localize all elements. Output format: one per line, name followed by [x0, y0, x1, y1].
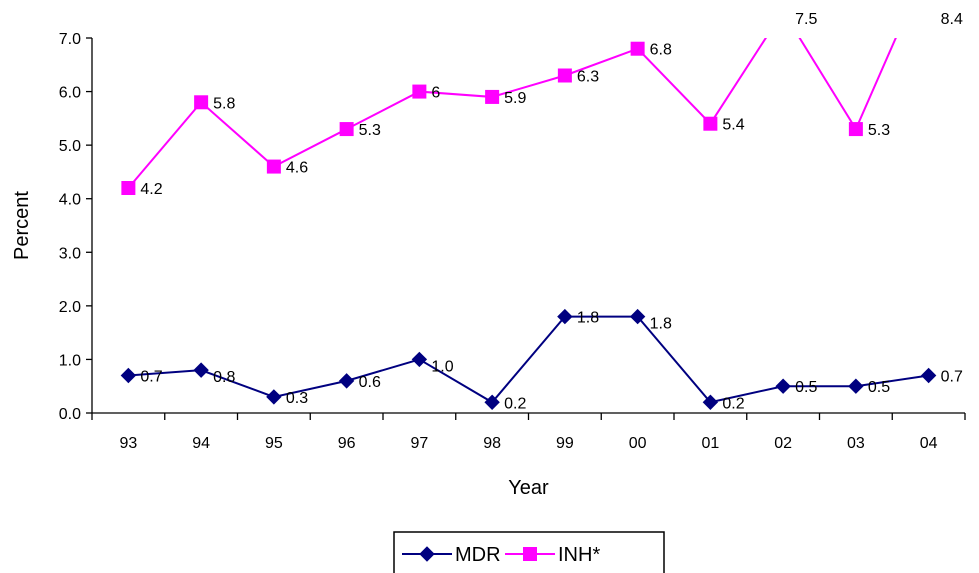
data-label-mdr: 0.8 — [213, 369, 235, 386]
data-point-inh — [630, 41, 645, 56]
series-line-mdr — [128, 315, 929, 404]
data-point-inh — [485, 89, 500, 104]
series-layer — [120, 5, 937, 410]
data-label-mdr: 0.5 — [795, 379, 817, 396]
y-tick-label: 4.0 — [59, 192, 81, 209]
data-labels: 0.7 0.8 0.3 0.6 1.0 0.2 1.8 1.8 0.2 0.5 0.5 0.7 4.2 5… — [140, 11, 963, 412]
data-label-mdr: 1.8 — [650, 316, 672, 333]
data-point-mdr — [629, 308, 646, 325]
data-point-mdr — [266, 389, 282, 405]
data-label-inh: 8.4 — [941, 11, 963, 28]
x-tick-label: 97 — [410, 435, 428, 452]
legend-marker — [419, 546, 435, 562]
data-point-inh — [557, 68, 572, 83]
data-point-mdr — [484, 394, 500, 410]
data-point-mdr — [193, 362, 209, 378]
x-axis-title: Year — [508, 477, 549, 499]
data-point-mdr — [848, 378, 864, 394]
data-point-inh — [777, 5, 790, 18]
y-tick-label: 0.0 — [59, 406, 81, 423]
x-tick-label: 98 — [483, 435, 501, 452]
data-label-inh: 4.6 — [286, 160, 308, 177]
y-axis: 0.0 1.0 2.0 3.0 4.0 5.0 6.0 7.0 — [59, 31, 93, 423]
data-point-mdr — [775, 378, 791, 394]
data-label-inh: 5.9 — [504, 90, 526, 107]
series-mdr — [120, 308, 937, 410]
data-point-mdr — [920, 367, 937, 384]
data-label-mdr: 0.7 — [140, 369, 162, 386]
x-tick-label: 99 — [556, 435, 574, 452]
data-label-inh: 5.4 — [722, 117, 744, 134]
data-point-inh — [266, 159, 281, 174]
data-label-inh: 6.8 — [650, 42, 672, 59]
x-tick-label: 00 — [629, 435, 647, 452]
data-label-inh: 5.8 — [213, 95, 235, 112]
data-label-mdr: 0.2 — [722, 395, 744, 412]
y-tick-label: 7.0 — [59, 31, 81, 48]
data-point-inh — [339, 122, 354, 137]
y-tick-label: 3.0 — [59, 245, 81, 262]
x-tick-label: 03 — [847, 435, 865, 452]
legend-label: MDR — [455, 544, 501, 566]
x-tick-label: 01 — [701, 435, 719, 452]
x-tick-label: 95 — [265, 435, 283, 452]
legend: MDR INH* — [393, 531, 665, 573]
data-point-inh — [121, 181, 136, 195]
data-point-mdr — [702, 394, 719, 410]
legend-item-inh: INH* — [505, 544, 600, 566]
data-label-inh: 7.5 — [795, 11, 817, 28]
series-line-inh — [127, 38, 897, 189]
data-label-mdr: 0.5 — [868, 379, 890, 396]
legend-marker — [523, 547, 537, 561]
series-inh — [121, 5, 897, 195]
data-label-mdr: 1.0 — [431, 358, 453, 375]
x-axis: 93 94 95 96 97 98 99 00 01 02 03 04 — [91, 412, 966, 452]
data-label-mdr: 0.3 — [286, 390, 308, 407]
data-point-mdr — [557, 308, 573, 325]
data-label-inh: 4.2 — [140, 181, 162, 198]
data-label-inh: 5.3 — [359, 122, 381, 139]
x-tick-label: 96 — [338, 435, 356, 452]
data-label-inh: 5.3 — [868, 122, 890, 139]
data-label-mdr: 0.2 — [504, 395, 526, 412]
data-label-inh: 6.3 — [577, 69, 599, 86]
legend-item-mdr: MDR — [402, 544, 501, 566]
data-point-inh — [848, 122, 863, 137]
data-label-inh: 6 — [431, 85, 440, 102]
data-point-mdr — [338, 373, 355, 389]
y-axis-title: Percent — [11, 191, 33, 260]
data-point-mdr — [411, 351, 428, 368]
data-point-inh — [194, 95, 209, 110]
data-label-mdr: 1.8 — [577, 310, 599, 327]
data-label-mdr: 0.6 — [359, 374, 381, 391]
data-point-inh — [412, 84, 427, 99]
legend-label: INH* — [558, 544, 600, 566]
x-tick-label: 04 — [920, 435, 938, 452]
y-tick-label: 6.0 — [59, 85, 81, 102]
data-point-mdr — [120, 367, 137, 384]
data-point-inh — [703, 116, 718, 131]
y-tick-label: 1.0 — [59, 352, 81, 369]
y-tick-label: 2.0 — [59, 299, 81, 316]
data-label-mdr: 0.7 — [941, 369, 963, 386]
x-tick-label: 93 — [119, 435, 137, 452]
x-tick-label: 94 — [192, 435, 210, 452]
y-tick-label: 5.0 — [59, 138, 81, 155]
x-tick-label: 02 — [774, 435, 792, 452]
